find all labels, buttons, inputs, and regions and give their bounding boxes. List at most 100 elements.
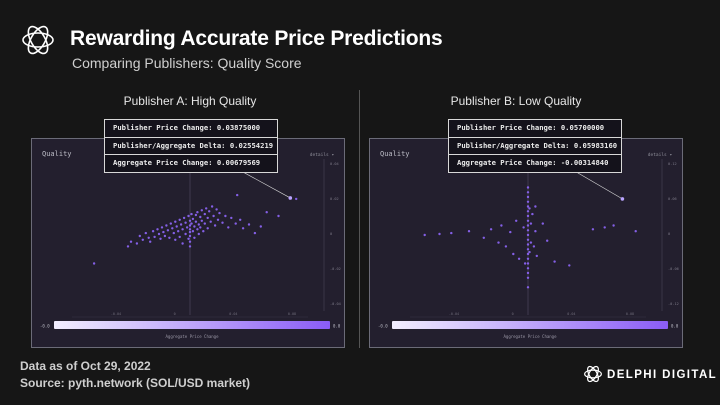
data-point <box>526 243 530 246</box>
data-point <box>194 220 198 223</box>
data-point <box>153 235 156 239</box>
data-point <box>202 230 205 233</box>
data-point <box>135 242 139 245</box>
slider-min-label: -0.0 <box>40 324 50 329</box>
chart-a-title: Publisher A: High Quality <box>123 94 257 108</box>
range-slider <box>392 321 668 329</box>
data-point <box>168 236 171 239</box>
data-point <box>178 218 181 221</box>
data-point <box>200 219 203 222</box>
data-point <box>205 207 208 210</box>
data-point <box>224 214 227 218</box>
data-point <box>188 245 192 248</box>
y-tick-label: -0.02 <box>330 267 341 271</box>
range-slider <box>54 321 330 329</box>
data-point <box>174 220 177 223</box>
data-point <box>162 230 165 234</box>
data-point <box>199 215 202 219</box>
y-tick-label: 0 <box>668 232 670 236</box>
data-point <box>206 216 209 220</box>
data-point <box>196 228 199 231</box>
data-point <box>188 219 192 222</box>
x-axis-title: Aggregate Price Change <box>504 334 558 339</box>
data-point <box>188 228 192 231</box>
data-point <box>196 211 199 214</box>
data-point <box>141 238 144 241</box>
data-point <box>497 241 500 244</box>
x-tick-label: 0.04 <box>229 312 237 316</box>
data-point <box>526 257 530 260</box>
data-point <box>209 220 212 223</box>
data-point <box>177 230 180 233</box>
data-point <box>534 205 537 208</box>
data-point <box>526 191 530 194</box>
data-point <box>526 219 530 222</box>
data-point <box>218 211 221 215</box>
data-point <box>206 227 209 230</box>
data-point <box>174 238 177 241</box>
data-point <box>438 232 441 236</box>
data-point <box>197 223 200 226</box>
data-point <box>199 226 202 229</box>
data-point <box>504 245 508 248</box>
data-point <box>277 214 280 218</box>
tooltip-row: Publisher/Aggregate Delta: 0.02554219 <box>105 136 277 155</box>
data-point <box>191 230 195 233</box>
data-point <box>187 237 190 240</box>
x-tick-label: 0.08 <box>288 312 296 316</box>
brand-name: DELPHI DIGITAL <box>607 369 718 381</box>
data-point <box>526 252 530 256</box>
data-point <box>239 218 242 221</box>
data-point <box>190 212 193 216</box>
y-tick-label: -0.12 <box>668 302 679 306</box>
y-tick-label: -0.06 <box>668 267 679 271</box>
tooltip-row: Aggregate Price Change: -0.00314840 <box>449 154 621 172</box>
data-point <box>526 233 530 237</box>
data-point <box>526 229 530 232</box>
data-point <box>467 230 471 233</box>
data-point <box>179 223 183 226</box>
data-point <box>634 230 637 233</box>
data-point <box>526 186 530 189</box>
data-point <box>169 222 172 225</box>
y-tick-label: 0.12 <box>668 162 677 166</box>
y-tick-label: 0.06 <box>668 197 677 201</box>
data-point <box>526 224 530 227</box>
data-point <box>259 225 262 228</box>
x-tick-label: 0.04 <box>567 312 575 316</box>
data-point <box>230 216 233 220</box>
data-point <box>534 230 537 233</box>
data-point <box>188 240 192 243</box>
data-point <box>188 234 192 238</box>
data-point <box>526 238 530 241</box>
tooltip-row: Publisher/Aggregate Delta: 0.05983160 <box>449 136 621 155</box>
data-point <box>188 224 192 227</box>
data-point <box>181 228 184 231</box>
data-point <box>553 260 556 263</box>
data-point <box>213 224 217 227</box>
tooltip-row: Aggregate Price Change: 0.00679569 <box>105 154 277 172</box>
data-point <box>528 207 531 210</box>
data-point <box>193 225 196 228</box>
slider-max-label: 0.0 <box>333 324 341 329</box>
data-point <box>160 226 164 229</box>
data-point <box>216 218 220 221</box>
slider-min-label: -0.0 <box>378 324 388 329</box>
x-tick-label: -0.04 <box>111 312 121 316</box>
data-point <box>526 271 530 275</box>
data-point <box>509 230 512 234</box>
data-point <box>531 212 534 216</box>
data-point <box>203 222 206 225</box>
data-point <box>526 195 530 199</box>
data-point <box>185 226 189 229</box>
data-point <box>526 214 530 218</box>
details-label: details ▾ <box>310 152 335 158</box>
data-point <box>184 221 187 224</box>
panel-label: Quality <box>42 150 72 158</box>
x-tick-label: -0.04 <box>449 312 459 316</box>
data-point <box>482 236 485 239</box>
data-point <box>450 231 453 235</box>
data-point <box>138 234 141 238</box>
chart-b-panel: Quality details ▾ 0.12 0.06 0 -0.06 -0.12 -0.04… <box>369 138 683 348</box>
data-source: Source: pyth.network (SOL/USD market) <box>20 376 251 390</box>
